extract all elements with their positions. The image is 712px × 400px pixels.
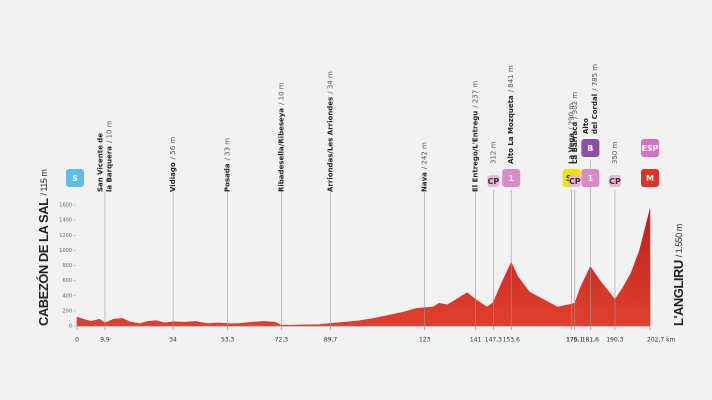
badge: [502, 169, 521, 187]
finish-label: L'ANGLIRU / 1.550 m: [671, 224, 686, 326]
start-elevation: / 115 m: [39, 170, 49, 196]
x-tick-label: 147,3: [485, 337, 502, 344]
waypoint-label: Posada / 33 m: [224, 138, 232, 192]
badge-text: CP: [569, 177, 581, 186]
waypoint-name: Posada: [224, 163, 232, 192]
waypoint-elevation: / 237 m: [472, 81, 480, 108]
start-name: CABEZÓN DE LA SAL: [36, 198, 51, 326]
waypoint-name: Alto La Mozqueta: [507, 95, 515, 164]
y-tick-label: 400: [62, 293, 72, 299]
badge-text: M: [646, 174, 654, 183]
waypoint-elevation: / 56 m: [169, 137, 177, 160]
badge-text: B: [587, 144, 593, 153]
badge-text: 1: [588, 174, 594, 183]
badge-text: CP: [609, 177, 621, 186]
waypoint-name: La Vega: [568, 133, 576, 164]
waypoint-elevation: 350 m: [611, 141, 619, 164]
waypoint-name: Nava: [421, 172, 429, 192]
x-tick-label: 72,3: [275, 337, 289, 344]
waypoint-name: La Barraca: [571, 122, 579, 164]
badge-text: S: [72, 174, 78, 183]
waypoint-label: la Barquera / 10 m: [105, 120, 113, 192]
x-tick-label: 141: [470, 337, 482, 344]
y-tick-label: 1600: [59, 203, 72, 209]
waypoint-name: del Cordal: [591, 94, 599, 134]
waypoint-label: Ribadesella/Ribeseya / 10 m: [277, 82, 285, 192]
x-tick-label: 53,3: [221, 337, 235, 344]
waypoint-name: la Barquera: [105, 146, 113, 192]
waypoint-label: La Barraca / 302 m: [571, 92, 579, 164]
y-tick-label: 0: [69, 324, 72, 330]
waypoint-elevation: / 10 m: [105, 120, 113, 143]
x-tick-label: 0: [75, 337, 79, 344]
waypoint-elevation: / 302 m: [571, 92, 579, 119]
waypoint-name: Alto: [582, 118, 590, 134]
x-tick-label: 181,6: [582, 337, 599, 344]
badge: [641, 169, 659, 187]
badge-text: ESP: [641, 144, 658, 153]
waypoint-label: La Vega / 290 m: [568, 103, 576, 164]
waypoint-label: Nava / 242 m: [421, 142, 429, 192]
waypoint-label: San Vicente de: [96, 133, 104, 192]
waypoint-name: Arriondas/Les Arriondes: [327, 97, 335, 192]
badge: [608, 175, 621, 187]
badge: [641, 139, 659, 157]
x-tick-label: 176,1: [566, 337, 583, 344]
badge: [487, 175, 500, 187]
x-tick-label: 9,9: [100, 337, 110, 344]
y-tick-label: 200: [62, 308, 72, 314]
waypoint-label: Alto La Mozqueta / 841 m: [507, 65, 515, 164]
badge-text: CP: [488, 177, 500, 186]
waypoint-name: San Vicente de: [96, 133, 104, 192]
waypoint-elevation: / 785 m: [591, 64, 599, 91]
y-tick-label: 800: [62, 263, 72, 269]
badge: [66, 169, 84, 187]
waypoint-name: El Entrego/L'Entregu: [472, 111, 480, 192]
finish-elevation: / 1.550 m: [674, 224, 684, 257]
waypoint-label: del Cordal / 785 m: [591, 64, 599, 134]
waypoint-name: Ribadesella/Ribeseya: [277, 108, 285, 192]
waypoint-label: Vidiago / 56 m: [169, 137, 177, 192]
badge: [581, 139, 600, 157]
finish-name: L'ANGLIRU: [671, 260, 686, 326]
waypoint-elevation: / 33 m: [224, 138, 232, 161]
x-tick-label: 123: [419, 337, 431, 344]
waypoint-elevation: / 290 m: [568, 103, 576, 130]
waypoint-label: 350 m: [611, 141, 619, 164]
waypoint-label: Arriondas/Les Arriondes / 34 m: [327, 71, 335, 192]
waypoint-name: Vidiago: [169, 162, 177, 192]
waypoint-elevation: / 34 m: [327, 71, 335, 94]
y-tick-label: 600: [62, 278, 72, 284]
x-tick-label: 89,7: [324, 337, 338, 344]
waypoint-label: 312 m: [489, 141, 497, 164]
x-tick-label: 175: [566, 337, 578, 344]
y-tick-label: 1200: [59, 233, 72, 239]
x-tick-label: 190,3: [606, 337, 623, 344]
waypoint-elevation: / 841 m: [507, 65, 515, 92]
start-label: CABEZÓN DE LA SAL / 115 m: [36, 170, 51, 326]
waypoint-label: El Entrego/L'Entregu / 237 m: [472, 81, 480, 192]
waypoint-elevation: / 242 m: [421, 142, 429, 169]
x-tick-label: 202,7 km: [647, 337, 676, 344]
x-tick-label: 153,6: [503, 337, 520, 344]
y-tick-label: 1400: [59, 218, 72, 224]
badge: [581, 169, 600, 187]
waypoint-elevation: 312 m: [489, 141, 497, 164]
y-tick-label: 1000: [59, 248, 72, 254]
elevation-area: [76, 208, 651, 327]
waypoint-label: Alto: [582, 118, 590, 134]
badge: [568, 175, 581, 187]
badge-text: 1: [508, 174, 514, 183]
waypoint-elevation: / 10 m: [277, 82, 285, 105]
x-tick-label: 34: [169, 337, 177, 344]
